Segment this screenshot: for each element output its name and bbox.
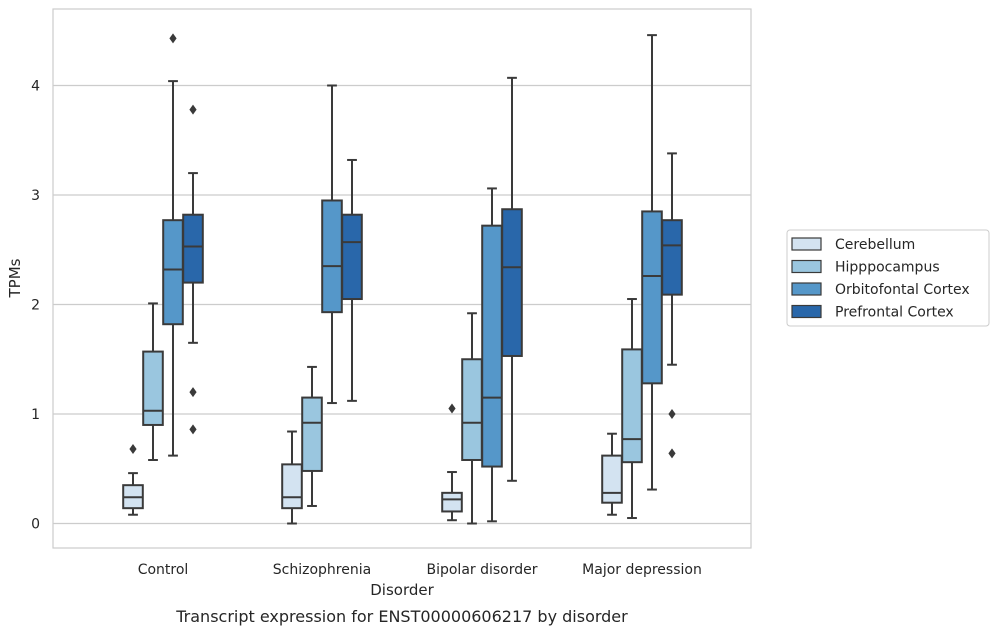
- box-plots: [122, 33, 683, 525]
- box-1-2: [461, 312, 483, 525]
- outlier-point: [668, 409, 676, 419]
- chart-caption: Transcript expression for ENST0000060621…: [175, 607, 628, 626]
- box-3-0: [182, 104, 204, 435]
- box-1-3: [621, 298, 643, 520]
- box-iqr: [281, 463, 303, 510]
- box-iqr: [641, 210, 663, 385]
- box-iqr: [301, 396, 323, 472]
- legend-label: Orbitofontal Cortex: [835, 282, 970, 298]
- box-3-3: [661, 152, 683, 459]
- box-2-0: [162, 33, 184, 457]
- box-0-2: [441, 403, 463, 522]
- box-1-1: [301, 365, 323, 507]
- x-tick-label: Major depression: [582, 562, 702, 578]
- outlier-point: [189, 104, 197, 115]
- x-axis-ticks: Control Schizophrenia Bipolar disorder Majo…: [138, 562, 702, 578]
- box-iqr: [461, 358, 483, 461]
- outlier-point: [189, 387, 197, 398]
- box-3-2: [501, 76, 523, 482]
- box-3-1: [341, 158, 363, 402]
- box-iqr: [341, 213, 363, 301]
- box-iqr: [661, 219, 683, 296]
- box-iqr: [501, 208, 523, 357]
- y-axis-label: TPMs: [6, 258, 24, 298]
- legend-frame: [786, 229, 990, 327]
- x-tick-label: Bipolar disorder: [426, 562, 537, 578]
- outlier-point: [189, 424, 197, 435]
- legend-swatch: [791, 237, 822, 251]
- plot-area-frame: [52, 8, 752, 549]
- box-iqr: [321, 199, 343, 314]
- x-tick-label: Control: [138, 562, 189, 578]
- box-iqr: [182, 213, 204, 284]
- legend-swatch: [791, 304, 822, 319]
- outlier-point: [169, 33, 177, 44]
- outlier-point: [668, 448, 676, 459]
- box-iqr: [441, 491, 463, 513]
- legend-swatch: [791, 282, 822, 296]
- box-0-1: [281, 430, 303, 525]
- legend-label: Hipppocampus: [835, 260, 940, 276]
- y-tick-label: 4: [31, 79, 40, 95]
- y-tick-label: 1: [31, 407, 40, 423]
- y-tick-label: 0: [31, 517, 40, 533]
- box-0-0: [122, 444, 144, 516]
- box-iqr: [621, 348, 643, 464]
- legend-label: Cerebellum: [835, 237, 915, 253]
- legend: Cerebellum Hipppocampus Orbitofontal Corte…: [786, 229, 990, 327]
- box-iqr: [481, 224, 503, 468]
- box-iqr: [601, 454, 623, 504]
- box-0-3: [601, 432, 623, 516]
- box-2-1: [321, 84, 343, 405]
- y-tick-label: 2: [31, 298, 40, 314]
- x-tick-label: Schizophrenia: [273, 562, 371, 578]
- y-tick-label: 3: [31, 188, 40, 204]
- box-1-0: [142, 302, 164, 461]
- legend-swatch: [791, 259, 822, 274]
- legend-label: Prefrontal Cortex: [835, 305, 954, 321]
- box-2-2: [481, 187, 503, 523]
- box-2-3: [641, 34, 663, 491]
- box-iqr: [142, 350, 164, 426]
- outlier-point: [129, 444, 137, 455]
- outlier-point: [448, 403, 456, 414]
- x-axis-label: Disorder: [370, 581, 434, 599]
- y-axis-ticks: 0 1 2 3 4: [31, 79, 40, 533]
- box-iqr: [162, 219, 184, 326]
